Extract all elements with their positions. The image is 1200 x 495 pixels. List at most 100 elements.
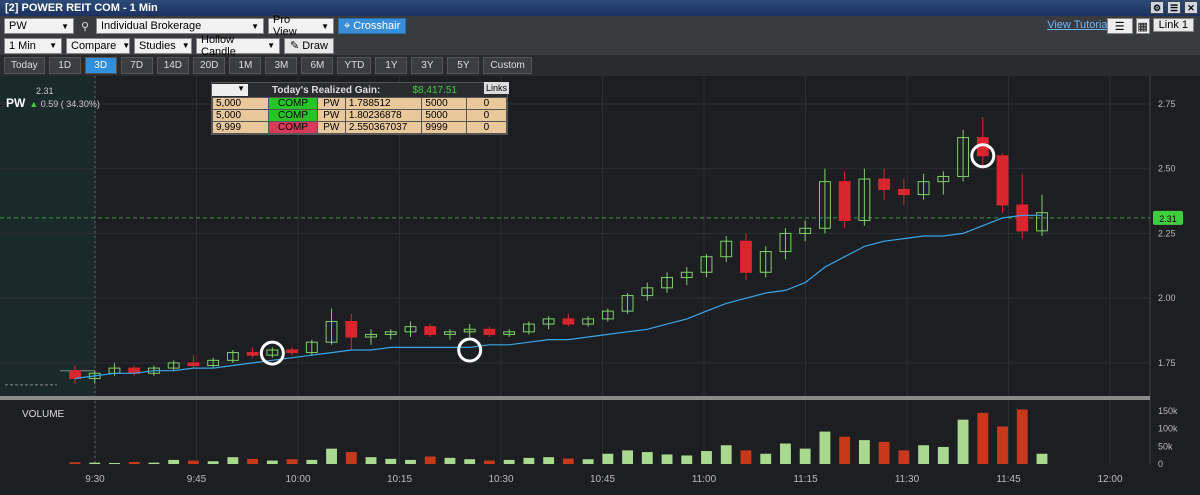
buy-marker-1[interactable] bbox=[259, 340, 285, 366]
candle-body[interactable] bbox=[779, 232, 792, 253]
candle-body[interactable] bbox=[226, 352, 239, 361]
range-7d[interactable]: 7D bbox=[120, 57, 153, 74]
candle-body[interactable] bbox=[69, 370, 81, 379]
view-tutorial-link[interactable]: View Tutorial bbox=[1047, 19, 1110, 31]
interval-select[interactable]: 1 Min ▼ bbox=[4, 37, 62, 54]
candle-body[interactable] bbox=[818, 181, 831, 229]
candle-body[interactable] bbox=[858, 178, 871, 221]
sell-marker[interactable] bbox=[970, 143, 996, 169]
range-5y[interactable]: 5Y bbox=[447, 57, 480, 74]
candle-body[interactable] bbox=[207, 359, 220, 367]
range-3m[interactable]: 3M bbox=[265, 57, 298, 74]
candle-body[interactable] bbox=[680, 271, 693, 278]
candle-body[interactable] bbox=[286, 349, 299, 354]
range-custom[interactable]: Custom bbox=[483, 57, 532, 74]
range-today[interactable]: Today bbox=[4, 57, 45, 74]
fill-row[interactable]: 9,999 COMP PW 2.550367037 9999 0 bbox=[211, 121, 508, 134]
candle-body[interactable] bbox=[897, 188, 910, 196]
volume-bar bbox=[760, 453, 772, 464]
fill-row[interactable]: 5,000 COMP PW 1.80236878 5000 0 bbox=[211, 109, 508, 122]
candle-body[interactable] bbox=[483, 328, 496, 335]
range-3y[interactable]: 3Y bbox=[411, 57, 444, 74]
candle-body[interactable] bbox=[937, 175, 950, 183]
candle-body[interactable] bbox=[838, 181, 851, 221]
range-1m[interactable]: 1M bbox=[229, 57, 262, 74]
range-3d[interactable]: 3D bbox=[84, 57, 117, 74]
candle-body[interactable] bbox=[365, 333, 377, 338]
gain-header: ▼ Today's Realized Gain: $8,417.51 Links bbox=[212, 82, 509, 97]
candle-body[interactable] bbox=[917, 181, 930, 196]
candle-body[interactable] bbox=[661, 276, 673, 289]
compare-select[interactable]: Compare ▼ bbox=[66, 37, 130, 54]
crosshair-button[interactable]: ⌖ Crosshair bbox=[338, 18, 407, 34]
volume-bar bbox=[602, 453, 614, 464]
candle-body[interactable] bbox=[720, 240, 733, 258]
volume-bar bbox=[1036, 453, 1048, 464]
search-icon[interactable]: ⚲ bbox=[80, 20, 90, 33]
account-select[interactable]: Individual Brokerage ▼ bbox=[96, 18, 264, 34]
candle-body[interactable] bbox=[621, 295, 634, 312]
candle-body[interactable] bbox=[246, 352, 259, 356]
candle-body[interactable] bbox=[799, 227, 812, 234]
candle-body[interactable] bbox=[1016, 204, 1029, 232]
candle-body[interactable] bbox=[444, 331, 456, 335]
chevron-down-icon[interactable]: ▼ bbox=[212, 84, 248, 96]
settings-icon[interactable]: ⚙ bbox=[1150, 1, 1164, 14]
candle-body[interactable] bbox=[957, 137, 969, 177]
symbol-input[interactable]: PW ▼ bbox=[4, 18, 74, 34]
candle-body[interactable] bbox=[305, 341, 318, 354]
grid-icon[interactable]: ▦ bbox=[1135, 18, 1150, 34]
candle-body[interactable] bbox=[562, 318, 575, 325]
volume-bar bbox=[424, 456, 436, 464]
candle-body[interactable] bbox=[759, 251, 772, 273]
candle-body[interactable] bbox=[700, 256, 713, 273]
candle-body[interactable] bbox=[996, 155, 1009, 206]
fill-row[interactable]: 5,000 COMP PW 1.788512 5000 0 bbox=[211, 97, 508, 110]
candle-body[interactable] bbox=[582, 318, 595, 325]
candle-body[interactable] bbox=[167, 362, 180, 369]
candle-body[interactable] bbox=[384, 331, 397, 335]
candle-body[interactable] bbox=[542, 318, 555, 325]
volume-bar bbox=[582, 459, 594, 464]
candle-body[interactable] bbox=[878, 178, 891, 190]
candle-body[interactable] bbox=[88, 372, 101, 379]
crosshair-label: Crosshair bbox=[353, 20, 401, 32]
candle-body[interactable] bbox=[187, 362, 200, 367]
time-tick-label: 10:15 bbox=[387, 474, 412, 485]
candle-style-select[interactable]: Hollow Candle ▼ bbox=[196, 34, 280, 58]
links-button[interactable]: Links bbox=[483, 82, 509, 94]
candle-body[interactable] bbox=[1036, 212, 1048, 232]
volume-bar bbox=[168, 459, 180, 464]
range-14d[interactable]: 14D bbox=[156, 57, 190, 74]
range-6m[interactable]: 6M bbox=[301, 57, 334, 74]
range-1d[interactable]: 1D bbox=[48, 57, 81, 74]
candle-body[interactable] bbox=[404, 326, 417, 333]
candle-body[interactable] bbox=[601, 310, 614, 320]
candle-body[interactable] bbox=[463, 328, 476, 333]
range-ytd[interactable]: YTD bbox=[337, 57, 372, 74]
range-1y[interactable]: 1Y bbox=[375, 57, 408, 74]
volume-bar bbox=[266, 460, 278, 464]
candle-body[interactable] bbox=[641, 287, 654, 297]
draw-button[interactable]: ✎ Draw bbox=[284, 37, 334, 54]
quote-box: 2.31 PW ▲ 0.59 ( 34.30%) bbox=[6, 86, 100, 110]
candle-body[interactable] bbox=[503, 331, 516, 335]
candle-body[interactable] bbox=[740, 240, 752, 273]
candle-body[interactable] bbox=[424, 326, 437, 335]
menu-icon[interactable]: ☰ bbox=[1167, 1, 1181, 14]
candle-body[interactable] bbox=[522, 323, 535, 333]
price-chart[interactable]: 9:30 9:45 10:00 10:15 10:30 10:45 11:00 11:15 11… bbox=[0, 76, 1200, 495]
list-icon[interactable]: ☰ bbox=[1106, 18, 1133, 34]
close-icon[interactable]: ✕ bbox=[1184, 1, 1198, 14]
fill-filled: 9999 bbox=[421, 121, 467, 134]
candle-body[interactable] bbox=[345, 320, 358, 338]
price-tick-label: 2.25 bbox=[1158, 228, 1176, 238]
buy-marker-2[interactable] bbox=[457, 337, 483, 363]
view-select[interactable]: Pro View ▼ bbox=[268, 14, 334, 38]
link-button[interactable]: Link 1 bbox=[1152, 18, 1194, 32]
chart-area[interactable]: 9:30 9:45 10:00 10:15 10:30 10:45 11:00 11:15 11… bbox=[0, 76, 1200, 495]
candle-body[interactable] bbox=[266, 349, 279, 356]
studies-select[interactable]: Studies ▼ bbox=[134, 37, 192, 54]
range-20d[interactable]: 20D bbox=[193, 57, 226, 74]
candle-body[interactable] bbox=[325, 320, 338, 343]
